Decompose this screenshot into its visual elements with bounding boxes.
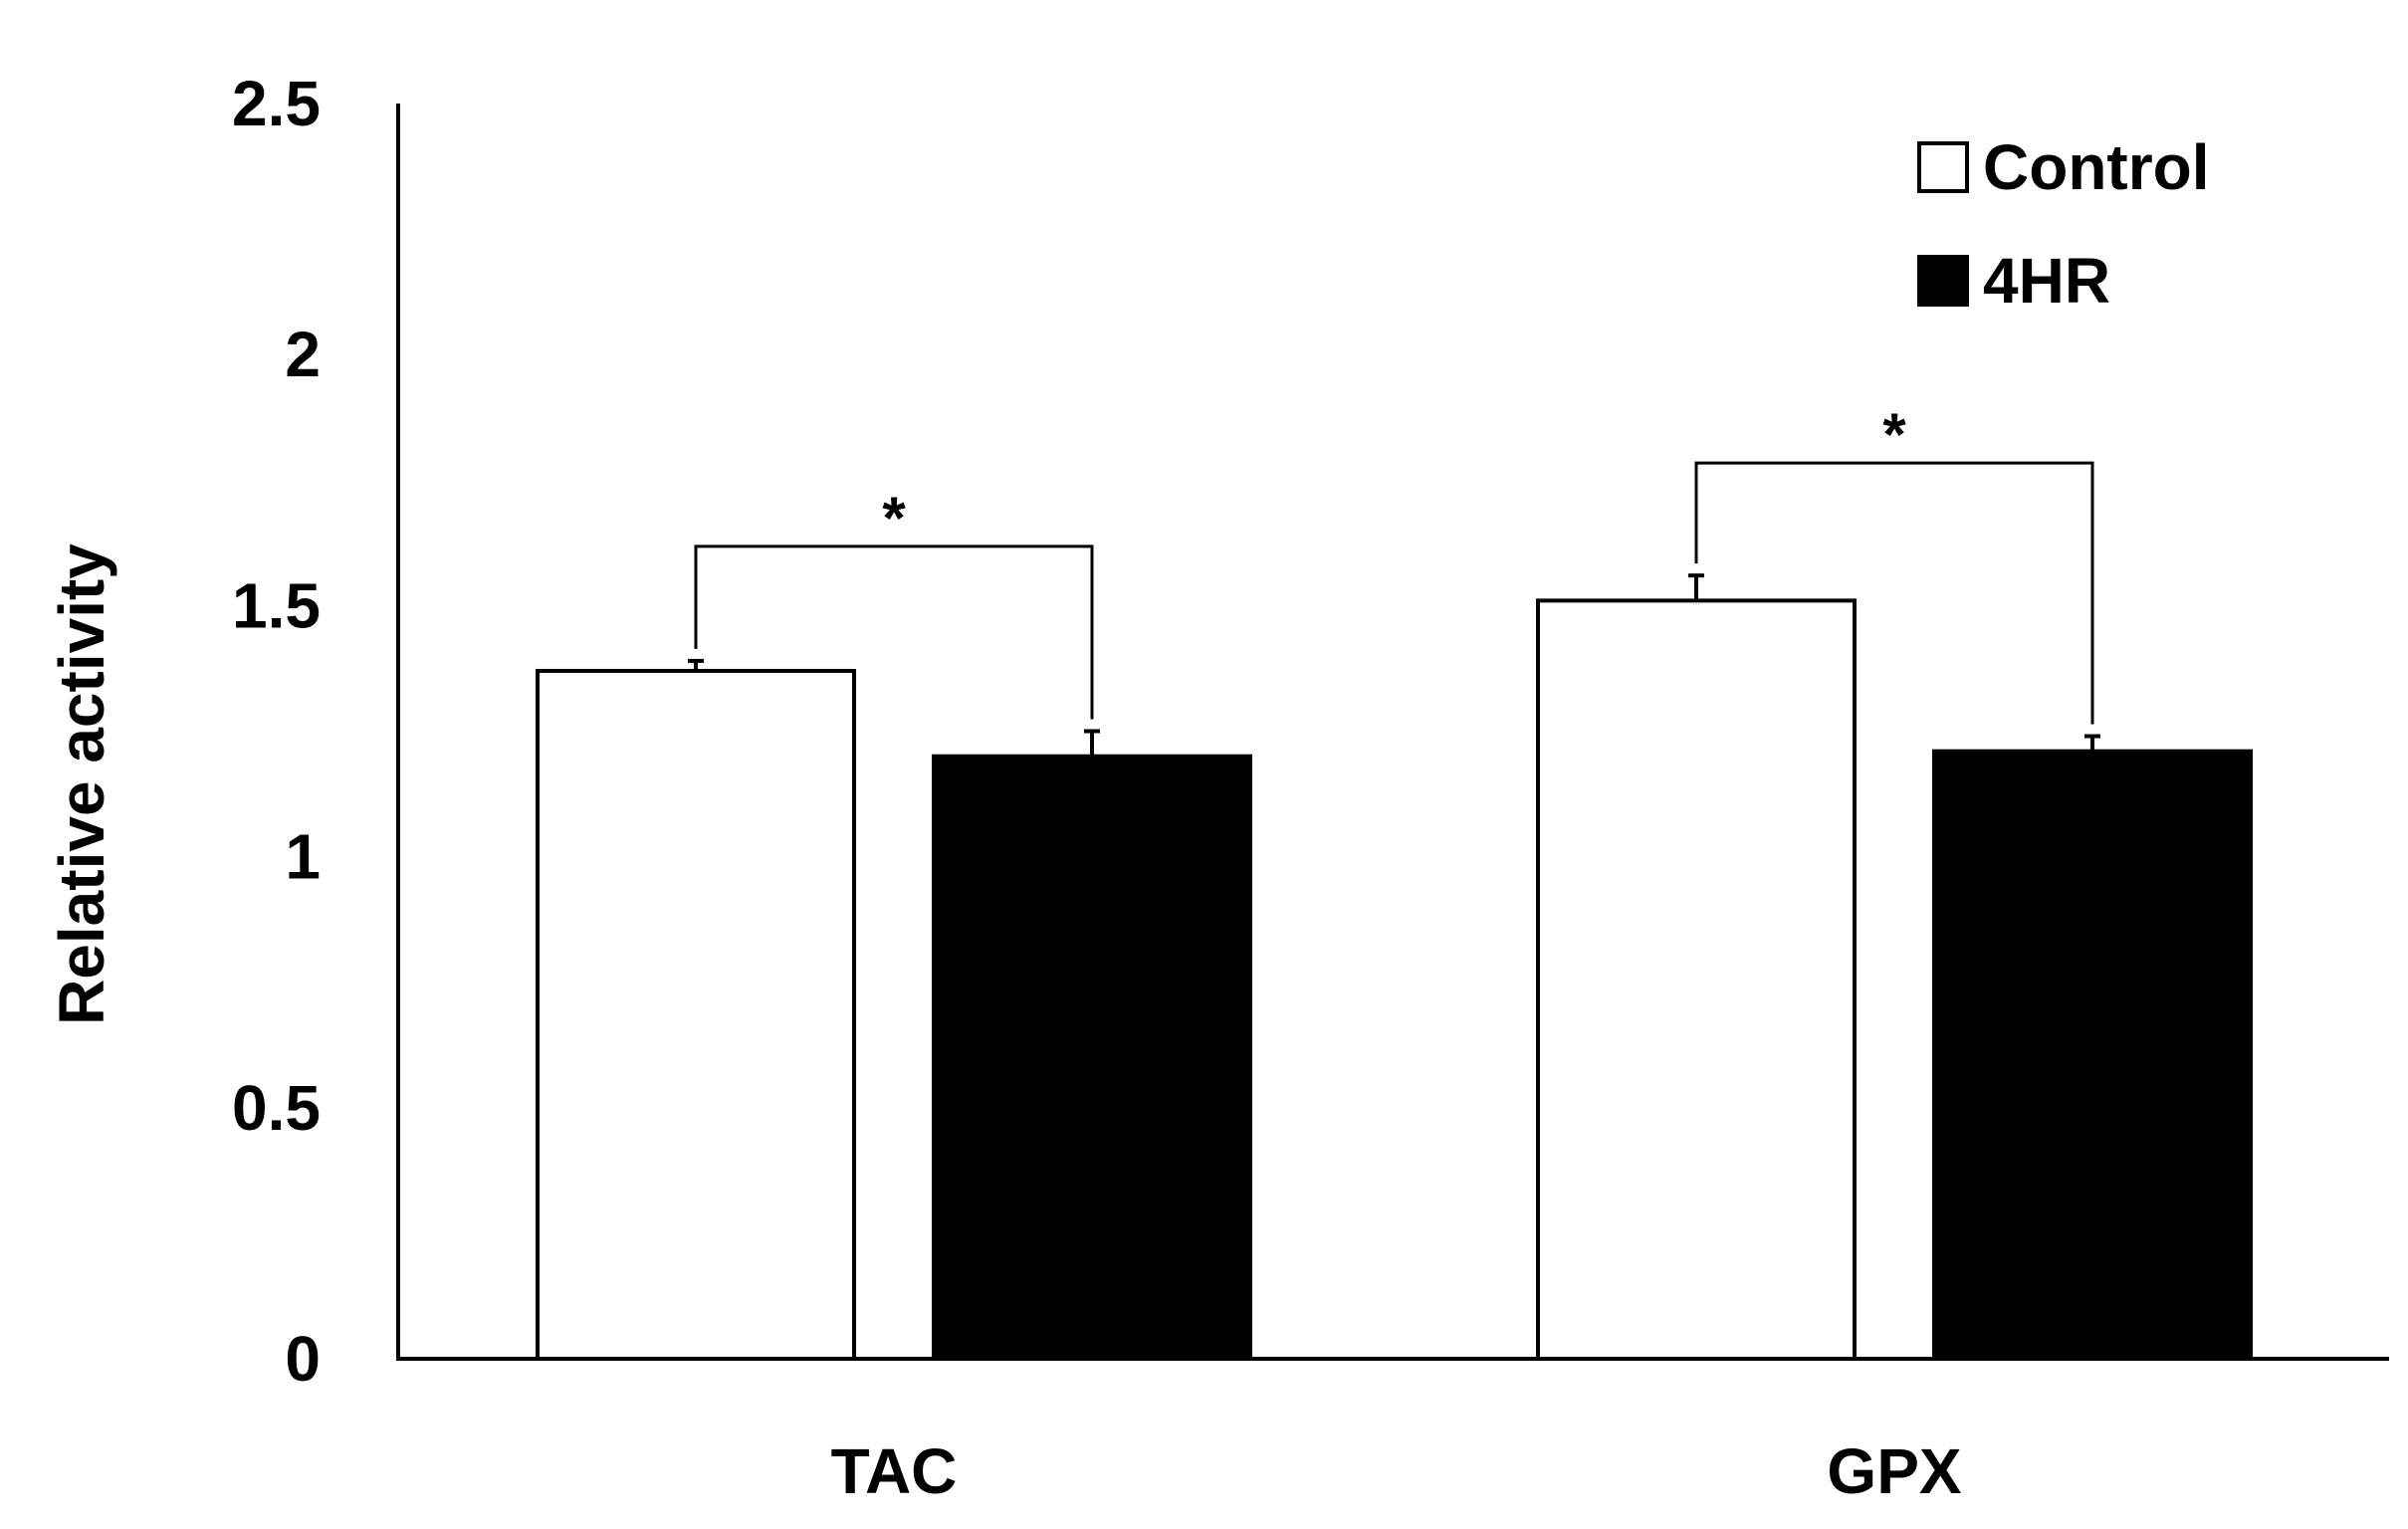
- legend-label-4hr: 4HR: [1983, 245, 2110, 317]
- legend-label-control: Control: [1983, 131, 2210, 203]
- legend-swatch-4hr: [1917, 255, 1969, 307]
- bar-control-tac: [536, 668, 856, 1361]
- y-tick-label: 0.5: [232, 1072, 321, 1144]
- y-tick-label: 0: [285, 1323, 321, 1395]
- significance-bracket-gpx: [1694, 461, 2094, 725]
- bar-4hr-tac: [932, 754, 1252, 1361]
- y-tick-label: 2.5: [232, 68, 321, 139]
- bar-control-gpx: [1536, 598, 1857, 1361]
- significance-marker: *: [882, 485, 906, 551]
- y-tick-label: 1: [285, 821, 321, 893]
- y-axis-label: Relative activity: [46, 544, 117, 1025]
- significance-bracket-tac: [694, 545, 1094, 720]
- bar-4hr-gpx: [1932, 749, 2253, 1361]
- y-tick-label: 2: [285, 319, 321, 390]
- x-tick-label: TAC: [831, 1435, 958, 1507]
- legend-swatch-control: [1917, 141, 1969, 193]
- y-tick-label: 1.5: [232, 569, 321, 641]
- x-tick-label: GPX: [1827, 1435, 1961, 1507]
- significance-marker: *: [1882, 401, 1906, 468]
